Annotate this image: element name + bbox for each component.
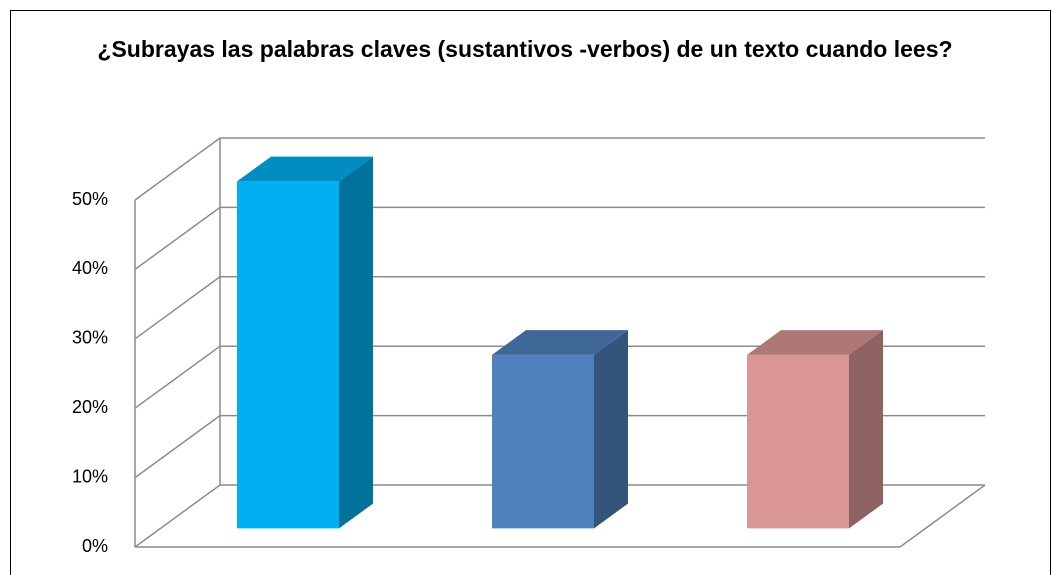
bar-top bbox=[747, 330, 883, 355]
grid-line bbox=[134, 276, 985, 340]
bar-front bbox=[747, 354, 849, 529]
bar bbox=[747, 330, 883, 529]
grid-line bbox=[134, 345, 985, 409]
bar bbox=[237, 156, 373, 529]
grid-line bbox=[134, 206, 985, 271]
floor-edge bbox=[899, 484, 986, 548]
bar-side bbox=[849, 330, 883, 529]
bar bbox=[492, 330, 628, 529]
bar-side bbox=[594, 330, 628, 529]
grid-line bbox=[134, 414, 985, 479]
y-tick-label: 50% bbox=[72, 189, 108, 209]
bar-front bbox=[237, 181, 339, 529]
grid-line bbox=[134, 484, 985, 548]
bar-side bbox=[339, 156, 373, 529]
bar-top bbox=[492, 330, 628, 355]
y-tick-label: 20% bbox=[72, 397, 108, 417]
y-tick-label: 40% bbox=[72, 258, 108, 278]
chart-title: ¿Subrayas las palabras claves (sustantiv… bbox=[97, 36, 953, 62]
y-tick-label: 10% bbox=[72, 466, 108, 486]
bar-front bbox=[492, 354, 594, 529]
y-tick-label: 30% bbox=[72, 328, 108, 348]
y-tick-label: 0% bbox=[82, 536, 108, 556]
grid-line bbox=[134, 137, 985, 201]
bar-top bbox=[237, 156, 373, 182]
